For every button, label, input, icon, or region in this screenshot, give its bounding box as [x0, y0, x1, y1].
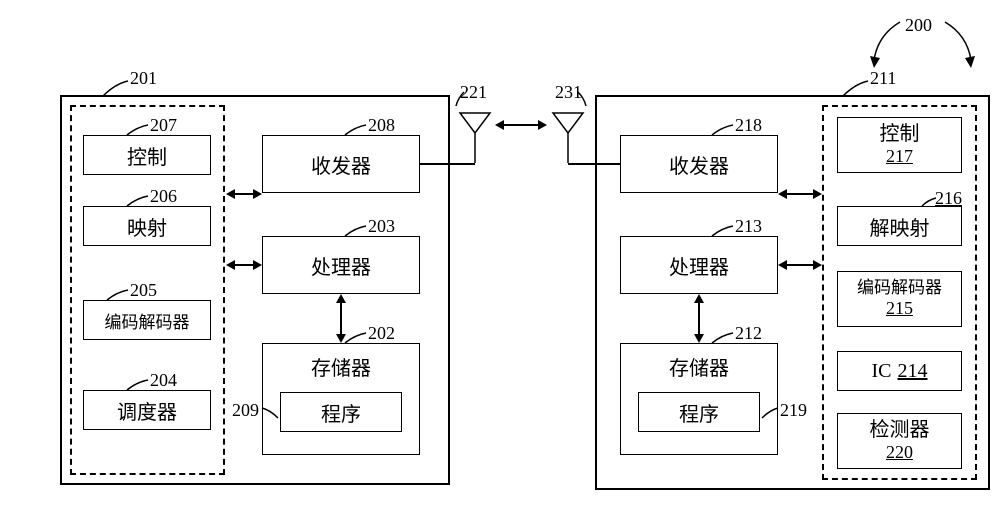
- detector-label: 检测器: [870, 418, 930, 442]
- transceiver-box-right: 收发器: [620, 135, 778, 193]
- codec-box-left: 编码解码器: [83, 300, 211, 340]
- processor-ref-left: 203: [368, 216, 395, 237]
- control-box-left: 控制: [83, 135, 211, 175]
- control-ref-right: 217: [886, 146, 913, 168]
- ic-box: IC 214: [837, 351, 962, 391]
- line-transceiver-antenna-left: [420, 163, 475, 165]
- program-leader-right: [760, 405, 780, 420]
- line-antenna-transceiver-right: [568, 163, 620, 165]
- antenna-right-icon: [548, 105, 588, 165]
- left-module-ref: 201: [130, 68, 157, 89]
- mapper-ref: 206: [150, 186, 177, 207]
- control-box-right: 控制 217: [837, 117, 962, 173]
- arrow-antennas: [503, 124, 539, 126]
- codec-label-right: 编码解码器: [857, 278, 942, 298]
- transceiver-ref-left: 208: [368, 115, 395, 136]
- memory-label-right: 存储器: [669, 352, 729, 381]
- detector-box: 检测器 220: [837, 413, 962, 469]
- memory-ref-left: 202: [368, 323, 395, 344]
- codec-box-right: 编码解码器 215: [837, 271, 962, 327]
- program-ref-right: 219: [780, 400, 807, 421]
- control-ref-left: 207: [150, 115, 177, 136]
- ic-ref: 214: [898, 360, 928, 383]
- program-box-left: 程序: [280, 392, 402, 432]
- program-box-right: 程序: [638, 392, 760, 432]
- arrow-dashed-transceiver-left: [234, 193, 254, 195]
- codec-ref-right: 215: [886, 298, 913, 320]
- program-leader-left: [260, 405, 280, 420]
- transceiver-ref-right: 218: [735, 115, 762, 136]
- antenna-right-leader: [576, 90, 588, 108]
- processor-ref-right: 213: [735, 216, 762, 237]
- processor-box-left: 处理器: [262, 236, 420, 294]
- mapper-box: 映射: [83, 206, 211, 246]
- transceiver-box-left: 收发器: [262, 135, 420, 193]
- scheduler-box: 调度器: [83, 390, 211, 430]
- control-label-right: 控制: [880, 122, 920, 146]
- ic-label-prefix: IC: [872, 360, 892, 383]
- arrow-dashed-processor-left: [234, 264, 254, 266]
- codec-ref-left: 205: [130, 280, 157, 301]
- arrow-processor-dashed-right: [786, 264, 814, 266]
- scheduler-ref: 204: [150, 370, 177, 391]
- demapper-box: 解映射: [837, 206, 962, 246]
- program-ref-left: 209: [232, 400, 259, 421]
- memory-ref-right: 212: [735, 323, 762, 344]
- memory-label-left: 存储器: [311, 352, 371, 381]
- system-ref-arrow-right: [940, 20, 975, 70]
- right-module-ref: 211: [870, 68, 896, 89]
- processor-box-right: 处理器: [620, 236, 778, 294]
- antenna-left-icon: [455, 105, 495, 165]
- arrow-proc-mem-right: [698, 302, 700, 335]
- system-ref: 200: [905, 15, 932, 36]
- detector-ref: 220: [886, 442, 913, 464]
- antenna-left-leader: [454, 90, 466, 108]
- arrow-transceiver-dashed-right: [786, 193, 814, 195]
- arrow-proc-mem-left: [340, 302, 342, 335]
- system-ref-arrow-left: [870, 20, 905, 70]
